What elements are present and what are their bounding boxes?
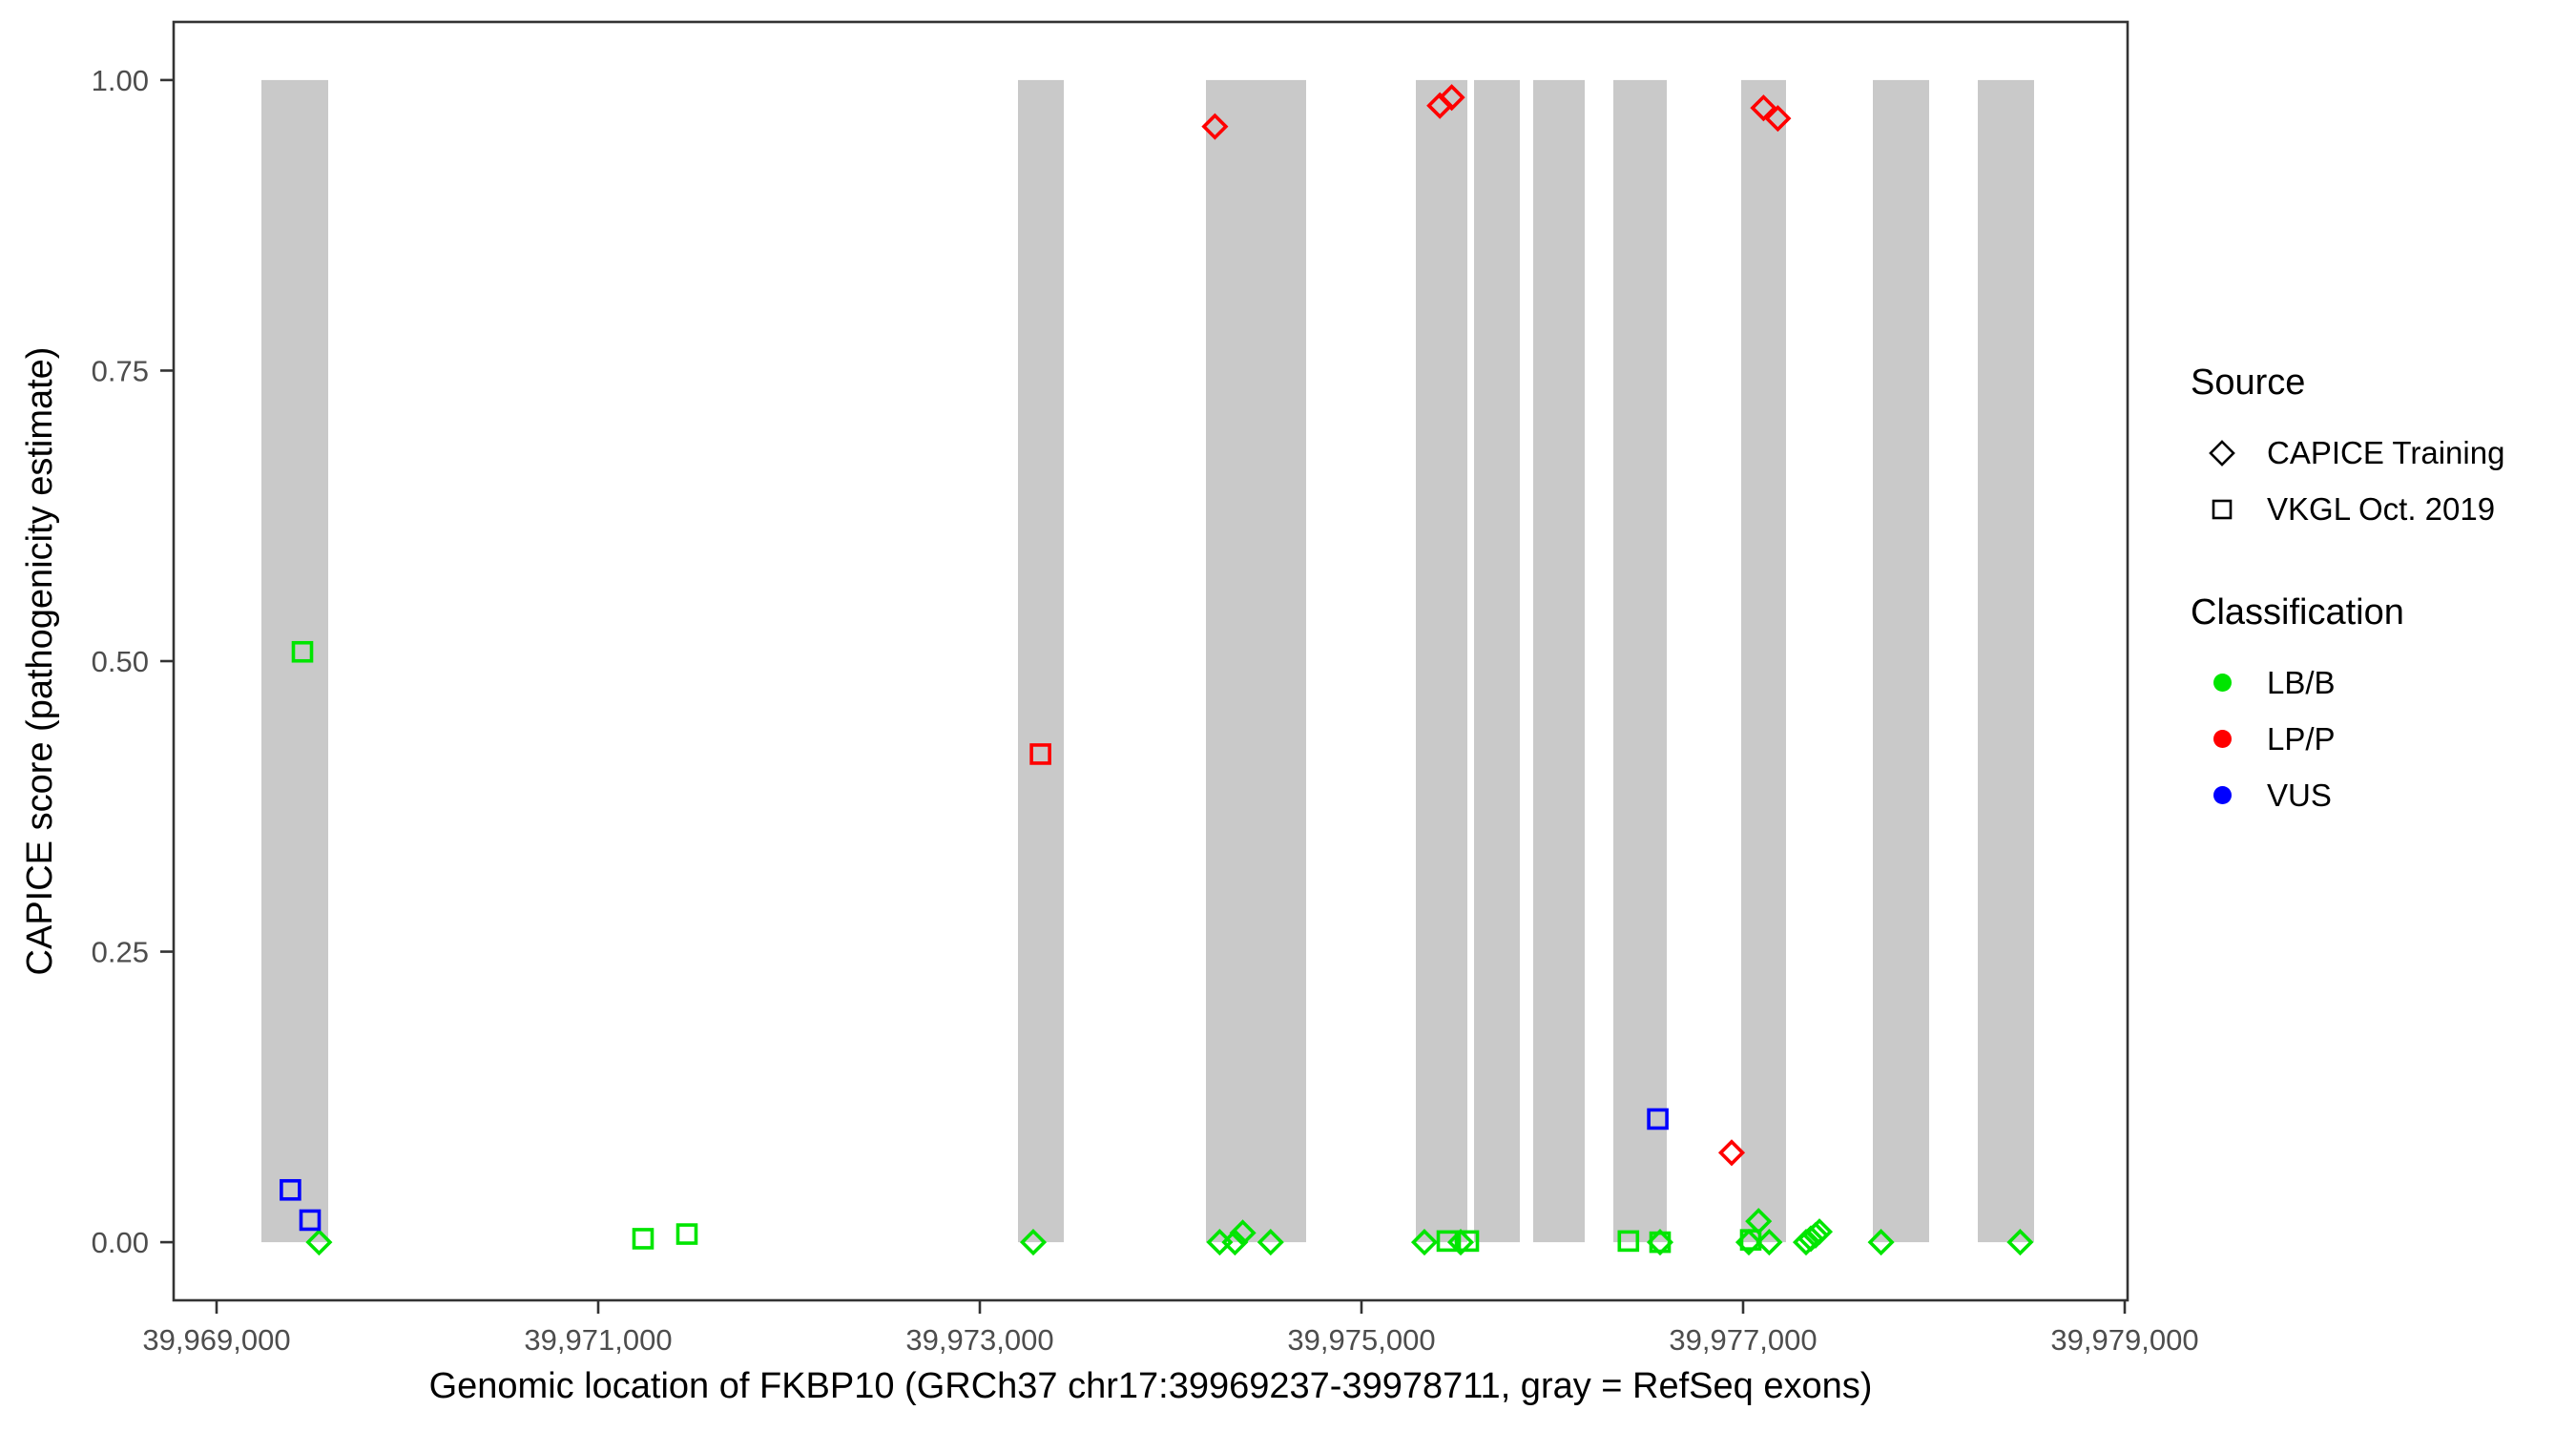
point-diamond xyxy=(1221,1229,1249,1256)
point-diamond xyxy=(1229,1219,1257,1247)
point-square xyxy=(280,1178,301,1201)
x-tick-label: 39,975,000 xyxy=(1287,1323,1435,1357)
legend-item-label: LB/B xyxy=(2267,664,2336,700)
exon-bar xyxy=(1613,79,1667,1243)
y-tick-label: 1.00 xyxy=(92,64,149,97)
point-square xyxy=(1457,1230,1480,1253)
point-square xyxy=(1029,743,1051,765)
exon-bar xyxy=(1873,79,1929,1243)
legend-item-vkgl: VKGL Oct. 2019 xyxy=(2191,481,2563,537)
legend: Source CAPICE Training VKGL Oct. 2019 Cl… xyxy=(2191,363,2563,823)
x-tick-label: 39,973,000 xyxy=(905,1323,1053,1357)
point-diamond xyxy=(1750,94,1777,122)
legend-item-lbb: LB/B xyxy=(2191,654,2563,711)
point-square xyxy=(299,1209,322,1232)
legend-classification-title: Classification xyxy=(2191,592,2404,633)
legend-spacer xyxy=(2191,537,2563,592)
point-diamond xyxy=(2006,1229,2034,1256)
legend-source-title: Source xyxy=(2191,363,2306,403)
legend-item-capice-training: CAPICE Training xyxy=(2191,425,2563,481)
point-square xyxy=(1436,1230,1459,1253)
point-diamond xyxy=(1446,1229,1475,1256)
diamond-marker-icon xyxy=(2191,437,2254,469)
point-diamond xyxy=(305,1229,333,1256)
point-diamond xyxy=(1201,113,1229,140)
point-diamond xyxy=(1257,1229,1284,1256)
y-tick-label: 0.25 xyxy=(92,936,149,969)
exon-bar xyxy=(1741,79,1786,1243)
green-dot-icon xyxy=(2191,674,2254,692)
legend-item-label: VUS xyxy=(2267,777,2332,813)
point-square xyxy=(632,1228,654,1250)
legend-item-label: LP/P xyxy=(2267,720,2336,757)
blue-dot-icon xyxy=(2191,786,2254,804)
exon-bar xyxy=(1474,79,1520,1243)
y-tick-label: 0.75 xyxy=(92,354,149,387)
square-marker-icon xyxy=(2191,493,2254,526)
point-diamond xyxy=(1867,1229,1895,1256)
x-tick-label: 39,977,000 xyxy=(1669,1323,1817,1357)
exon-bar xyxy=(1206,79,1306,1243)
x-tick-label: 39,971,000 xyxy=(524,1323,672,1357)
point-diamond xyxy=(1438,84,1465,112)
y-tick-label: 0.50 xyxy=(92,645,149,678)
point-diamond xyxy=(1717,1139,1746,1167)
point-square xyxy=(1647,1108,1669,1130)
point-diamond xyxy=(1019,1229,1048,1256)
exon-bar xyxy=(1416,79,1467,1243)
exon-bar xyxy=(1018,79,1064,1243)
point-square xyxy=(291,640,314,663)
panel-border xyxy=(172,20,2129,1302)
point-diamond xyxy=(1646,1229,1674,1256)
y-axis-title: CAPICE score (pathogenicity estimate) xyxy=(20,346,60,976)
x-axis-title: Genomic location of FKBP10 (GRCh37 chr17… xyxy=(428,1366,1873,1406)
point-diamond xyxy=(1410,1229,1439,1256)
point-square xyxy=(1617,1230,1640,1253)
legend-item-label: VKGL Oct. 2019 xyxy=(2267,490,2496,527)
legend-item-label: CAPICE Training xyxy=(2267,434,2505,470)
point-square xyxy=(1649,1231,1672,1254)
red-dot-icon xyxy=(2191,730,2254,748)
legend-item-lpp: LP/P xyxy=(2191,711,2563,767)
legend-item-vus: VUS xyxy=(2191,767,2563,823)
point-square xyxy=(1739,1229,1762,1251)
x-tick-label: 39,979,000 xyxy=(2050,1323,2198,1357)
exon-bar xyxy=(1978,79,2034,1243)
point-diamond xyxy=(1805,1218,1834,1246)
point-square xyxy=(675,1223,698,1245)
x-tick-label: 39,969,000 xyxy=(142,1323,290,1357)
exon-bar xyxy=(1533,79,1585,1243)
point-diamond xyxy=(1755,1229,1783,1256)
point-diamond xyxy=(1764,105,1792,133)
y-tick-label: 0.00 xyxy=(92,1226,149,1259)
